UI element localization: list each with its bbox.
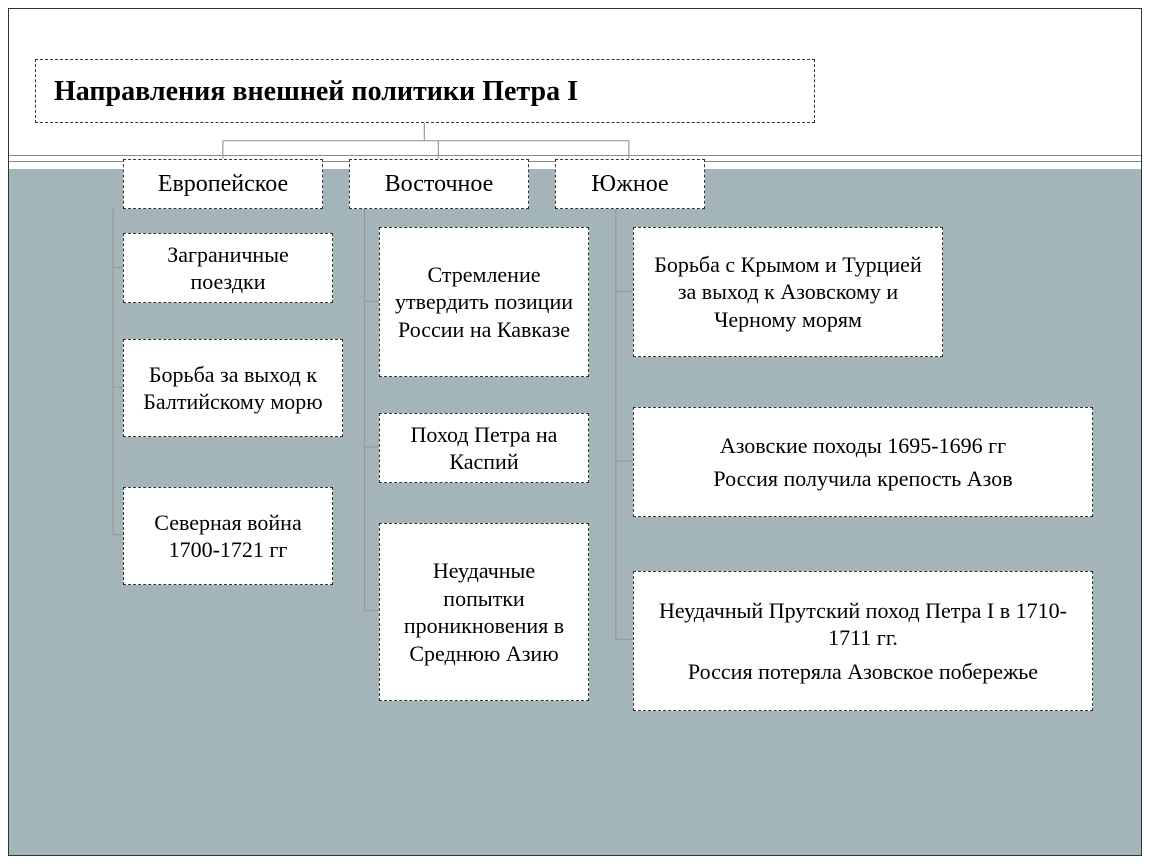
diagram-title: Направления внешней политики Петра I — [35, 59, 815, 123]
item-european-2: Северная война 1700-1721 гг — [123, 487, 333, 585]
slide-canvas: Направления внешней политики Петра I Евро… — [8, 8, 1142, 856]
item-european-0: Заграничные поездки — [123, 233, 333, 303]
item-subtext: Россия потеряла Азовское побережье — [688, 658, 1038, 686]
item-eastern-2: Неудачные попытки проникновения в Средню… — [379, 523, 589, 701]
item-text: Борьба за выход к Балтийскому морю — [134, 361, 332, 416]
divider-line-1 — [9, 155, 1141, 156]
item-eastern-1: Поход Петра на Каспий — [379, 413, 589, 483]
category-southern: Южное — [555, 159, 705, 209]
item-southern-2: Неудачный Прутский поход Петра I в 1710-… — [633, 571, 1093, 711]
category-label: Южное — [591, 169, 668, 199]
item-text: Стремление утвердить позиции России на К… — [390, 261, 578, 344]
item-text: Неудачные попытки проникновения в Средню… — [390, 557, 578, 667]
item-southern-1: Азовские походы 1695-1696 гг Россия получ… — [633, 407, 1093, 517]
item-text: Северная война 1700-1721 гг — [134, 509, 322, 564]
item-european-1: Борьба за выход к Балтийскому морю — [123, 339, 343, 437]
item-text: Поход Петра на Каспий — [390, 421, 578, 476]
item-southern-0: Борьба с Крымом и Турцией за выход к Азо… — [633, 227, 943, 357]
item-text: Заграничные поездки — [134, 241, 322, 296]
item-text: Азовские походы 1695-1696 гг — [720, 432, 1006, 460]
category-label: Европейское — [158, 169, 288, 199]
item-subtext: Россия получила крепость Азов — [713, 465, 1012, 493]
category-label: Восточное — [385, 169, 494, 199]
category-eastern: Восточное — [349, 159, 529, 209]
item-text: Неудачный Прутский поход Петра I в 1710-… — [644, 597, 1082, 652]
item-eastern-0: Стремление утвердить позиции России на К… — [379, 227, 589, 377]
category-european: Европейское — [123, 159, 323, 209]
item-text: Борьба с Крымом и Турцией за выход к Азо… — [644, 251, 932, 334]
